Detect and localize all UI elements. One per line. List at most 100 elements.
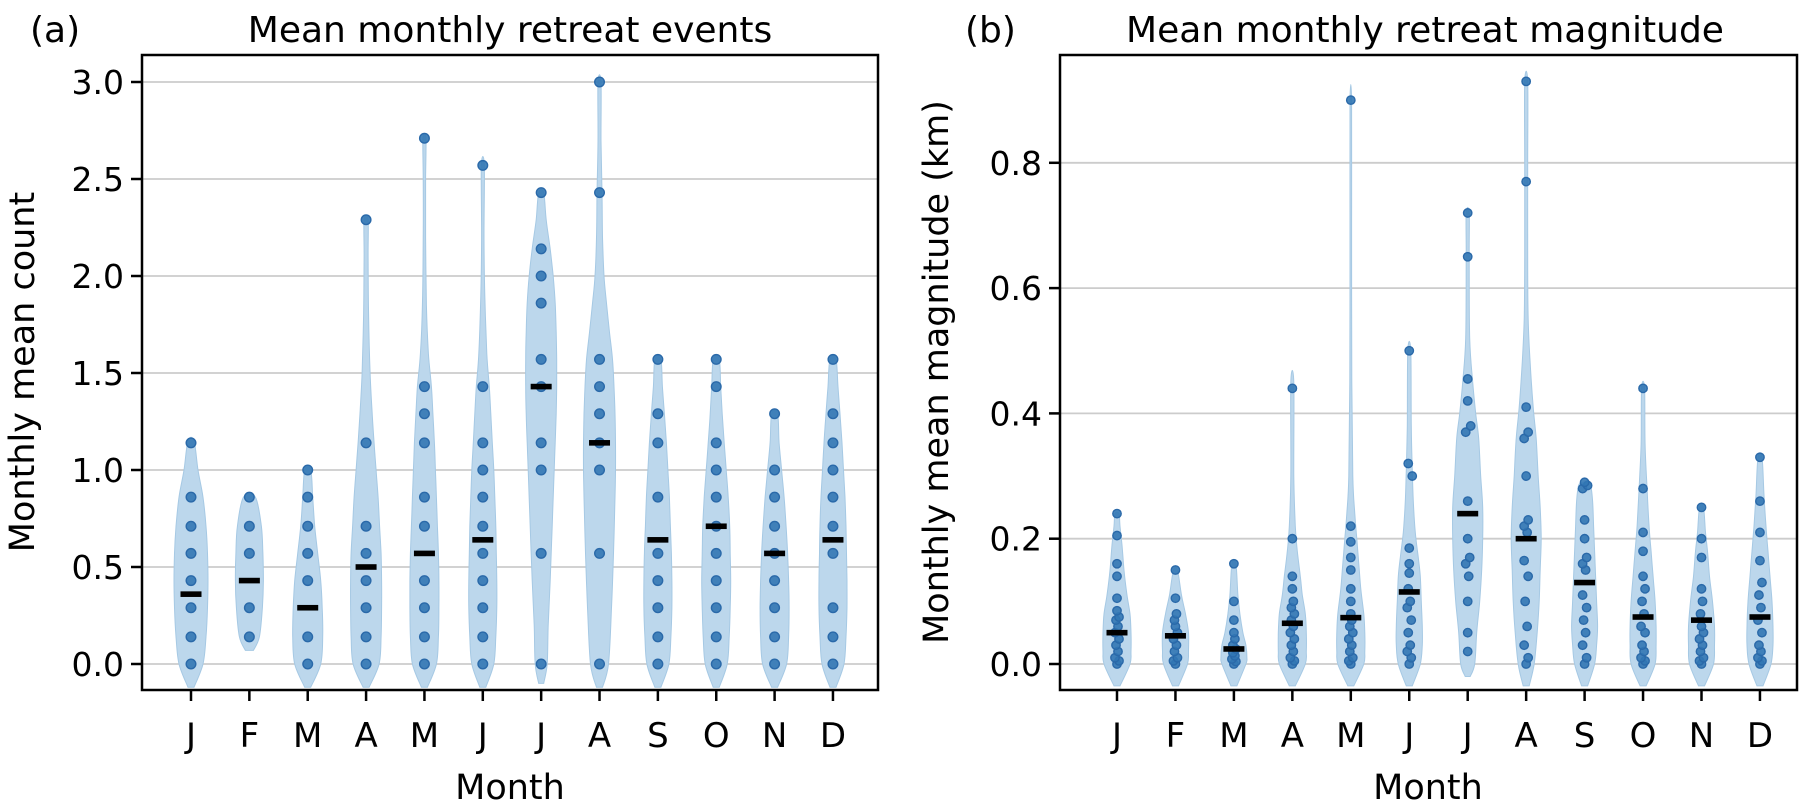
mean-marker-sep	[1574, 579, 1596, 586]
point-dec	[827, 520, 839, 532]
point-jan	[185, 491, 197, 503]
point-sep	[1579, 515, 1590, 525]
point-oct	[1638, 546, 1648, 557]
point-aug	[1523, 515, 1534, 525]
point-aug	[1523, 571, 1534, 582]
point-jul	[1462, 627, 1473, 638]
point-may	[1345, 583, 1356, 594]
violin-apr	[350, 214, 383, 688]
point-nov	[1696, 502, 1707, 513]
plot-frame	[1058, 53, 1799, 692]
point-jun	[1405, 640, 1416, 651]
point-nov	[769, 464, 781, 476]
panel-b-tag: (b)	[965, 10, 1016, 51]
point-aug	[1521, 471, 1532, 481]
point-aug	[1519, 555, 1530, 566]
point-aug	[1521, 76, 1532, 87]
point-sep	[1577, 640, 1588, 651]
point-jun	[477, 159, 489, 171]
point-may	[418, 658, 430, 670]
point-mar	[302, 575, 314, 587]
point-oct	[1638, 483, 1648, 494]
point-aug	[594, 76, 606, 88]
x-tick-label: N	[762, 716, 787, 756]
point-jan	[185, 437, 197, 449]
point-aug	[594, 187, 606, 199]
point-oct	[710, 381, 722, 393]
point-aug	[594, 464, 606, 476]
point-jul	[1460, 427, 1471, 438]
point-oct	[710, 353, 722, 365]
point-may	[1345, 596, 1356, 607]
point-jul	[535, 353, 547, 365]
point-feb	[243, 631, 255, 643]
mean-marker-apr	[355, 564, 377, 570]
point-may	[418, 437, 430, 449]
point-jun	[477, 464, 489, 476]
point-feb	[243, 520, 255, 532]
violin-apr	[1277, 369, 1307, 687]
panel-a-ylabel: Monthly mean count	[3, 192, 43, 552]
point-jun	[1404, 568, 1415, 579]
x-tick-label: M	[1219, 716, 1248, 756]
point-apr	[1288, 596, 1299, 607]
y-tick-label: 1.5	[72, 354, 124, 393]
mean-markers	[180, 383, 844, 611]
point-sep	[1577, 590, 1588, 600]
point-oct	[710, 602, 722, 614]
point-apr	[360, 602, 372, 614]
point-feb	[1170, 565, 1181, 575]
point-jul	[535, 547, 547, 559]
point-oct	[1636, 621, 1646, 632]
point-may	[1345, 95, 1356, 106]
mean-marker-nov	[764, 550, 786, 557]
mean-marker-may	[413, 550, 435, 557]
point-apr	[1287, 571, 1298, 582]
point-dec	[1755, 452, 1765, 463]
y-tick-label: 0.4	[990, 394, 1042, 433]
point-may	[418, 631, 430, 643]
point-mar	[1229, 596, 1239, 607]
point-dec	[1756, 602, 1766, 613]
point-dec	[1754, 590, 1764, 600]
point-mar	[1229, 558, 1239, 569]
panel-a-tag: (a)	[30, 10, 80, 51]
point-apr	[1287, 533, 1298, 544]
point-apr	[1287, 583, 1298, 594]
y-tick-label: 0.0	[990, 645, 1042, 684]
point-may	[418, 602, 430, 614]
point-jun	[477, 437, 489, 449]
point-aug	[1519, 640, 1530, 651]
point-jul	[1462, 208, 1473, 218]
point-jul	[535, 270, 547, 282]
point-apr	[360, 214, 372, 226]
x-tick-label: J	[476, 716, 488, 756]
x-tick-label: A	[1281, 716, 1304, 756]
mean-marker-jan	[1106, 629, 1128, 636]
point-jul	[1462, 596, 1473, 607]
point-sep	[1579, 533, 1590, 544]
x-tick-label: O	[1630, 716, 1657, 756]
point-oct	[1637, 596, 1647, 607]
x-tick-label: M	[410, 716, 439, 756]
point-dec	[1757, 577, 1767, 588]
point-sep	[1581, 602, 1592, 613]
point-jul	[1462, 533, 1473, 544]
point-jul	[535, 658, 547, 670]
point-sep	[652, 547, 664, 559]
point-oct	[1638, 527, 1648, 538]
violin-jul	[525, 188, 558, 684]
point-aug	[1522, 621, 1533, 632]
point-sep	[1580, 627, 1591, 638]
point-dec	[827, 491, 839, 503]
point-dec	[827, 631, 839, 643]
x-tick-label: A	[588, 716, 611, 756]
point-oct	[710, 464, 722, 476]
axes: 0.00.20.40.60.8J F M A M J J A S O N D	[990, 53, 1799, 756]
panel-a-title: Mean monthly retreat events	[248, 10, 772, 51]
point-dec	[827, 437, 839, 449]
point-feb	[243, 491, 255, 503]
x-tick-label: N	[1689, 716, 1714, 756]
point-dec	[827, 464, 839, 476]
